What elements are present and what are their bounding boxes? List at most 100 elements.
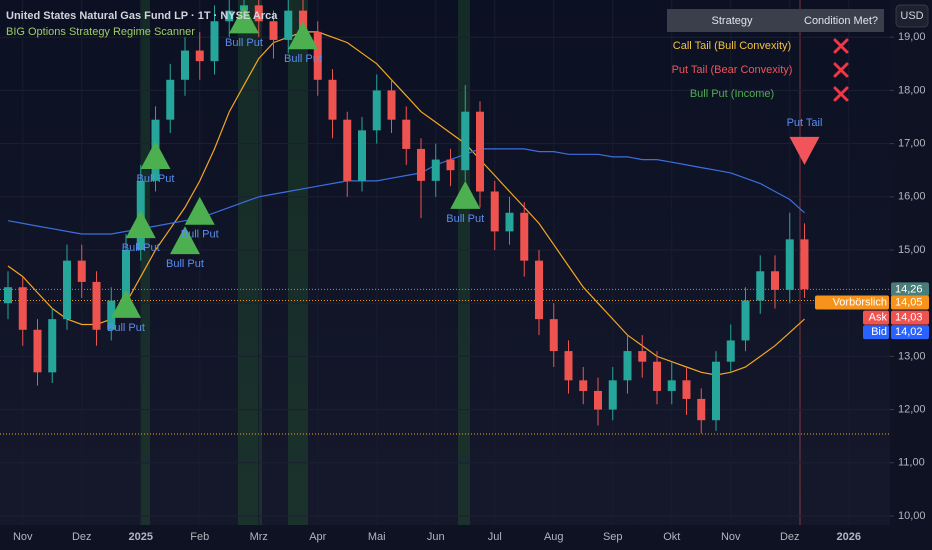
quote-name: Vorbörslich [833, 296, 887, 308]
signal-label: Bull Put [225, 37, 263, 49]
candle-body [166, 79, 175, 120]
candle-body [195, 50, 204, 62]
candle-body [623, 351, 632, 381]
candle-body [490, 191, 499, 232]
quote-box [891, 325, 929, 340]
candle-body [210, 21, 219, 62]
y-tick-label: 11,00 [898, 457, 925, 469]
x-tick-label: Feb [190, 531, 209, 543]
x-tick-label: 2025 [129, 531, 153, 543]
signal-label: Bull Put [446, 213, 484, 225]
quote-name: Bid [871, 326, 887, 338]
x-tick-label: 2026 [837, 531, 861, 543]
candle-body [771, 271, 779, 290]
x-tick-label: Dez [780, 531, 800, 543]
x-tick-label: Nov [721, 531, 741, 543]
candle-body [4, 287, 12, 304]
last-price-box [891, 282, 929, 297]
y-tick-label: 13,00 [898, 350, 926, 362]
quote-name-box [863, 310, 889, 325]
table-header: Condition Met? [804, 15, 878, 27]
strategy-name: Put Tail (Bear Convexity) [672, 64, 793, 76]
candle-body [18, 287, 27, 330]
last-price-label: 14,26 [895, 283, 923, 295]
signal-marker [450, 180, 481, 209]
candle-body [594, 390, 602, 410]
y-tick-label: 15,00 [898, 244, 926, 256]
quote-label: 14,02 [895, 326, 923, 338]
candle-body [107, 300, 116, 330]
candle-body [77, 260, 86, 282]
candle-body [387, 90, 396, 120]
y-tick-label: 17,00 [898, 138, 926, 150]
candle-body [476, 111, 484, 192]
candle-body [535, 260, 543, 320]
candle-body [667, 380, 676, 391]
candle-body [682, 380, 691, 399]
signal-marker [184, 196, 215, 225]
candle-body [549, 319, 558, 352]
y-tick-label: 19,00 [898, 31, 926, 43]
x-tick-label: Jun [427, 531, 445, 543]
signal-marker [111, 289, 141, 318]
regime-band [288, 0, 308, 525]
x-tick-label: Aug [544, 531, 564, 543]
time-axis [0, 525, 890, 550]
candle-body [343, 119, 352, 181]
signal-label: Bull Put [137, 173, 175, 185]
candle-body [225, 10, 234, 22]
chart-title: United States Natural Gas Fund LP · 1T ·… [6, 10, 278, 22]
candle-body [741, 300, 750, 341]
signal-label: Bull Put [181, 229, 219, 241]
candle-body [92, 281, 101, 330]
strategy-name: Call Tail (Bull Convexity) [673, 40, 791, 52]
candle-body [564, 351, 573, 381]
candle-body [638, 351, 647, 362]
quote-name-box [863, 325, 889, 340]
x-tick-label: Apr [309, 531, 326, 543]
candle-body [372, 90, 381, 131]
condition-cross [833, 86, 849, 102]
candle-body [269, 21, 278, 40]
y-tick-label: 12,00 [898, 403, 926, 415]
x-tick-label: Mrz [250, 531, 268, 543]
candle-body [63, 260, 71, 320]
candle-body [653, 361, 661, 391]
table-header-bg [667, 9, 884, 32]
candle-body [579, 380, 588, 391]
price-axis [890, 0, 932, 550]
signal-marker [170, 226, 200, 255]
quote-box [891, 310, 929, 325]
candle-body [402, 119, 411, 149]
candle-body [505, 212, 514, 232]
signal-label: Bull Put [284, 53, 322, 65]
signal-label: Put Tail [787, 117, 823, 129]
candle-body [785, 239, 794, 290]
candle-body [358, 130, 366, 181]
quote-label: 14,05 [895, 296, 923, 308]
candle-body [446, 159, 455, 171]
quote-name-box [815, 295, 889, 310]
x-tick-label: Nov [13, 531, 33, 543]
candle-body [181, 50, 189, 80]
signal-marker [229, 5, 259, 34]
x-tick-label: Dez [72, 531, 92, 543]
currency-button[interactable] [895, 4, 929, 28]
signal-marker [140, 140, 171, 169]
candle-body [520, 212, 529, 261]
quote-label: 14,03 [895, 312, 923, 324]
x-tick-label: Jul [488, 531, 502, 543]
x-tick-label: Sep [603, 531, 623, 543]
table-header: Strategy [712, 15, 753, 27]
regime-band [140, 0, 150, 525]
y-tick-label: 10,00 [898, 510, 926, 522]
signal-marker [789, 136, 820, 165]
regime-band [458, 0, 470, 525]
chart-subtitle: BIG Options Strategy Regime Scanner [6, 26, 195, 38]
signal-label: Bull Put [166, 258, 204, 270]
signal-marker [125, 210, 156, 239]
condition-cross [833, 62, 849, 78]
currency-label[interactable]: USD [900, 10, 923, 22]
candle-body [48, 319, 57, 373]
